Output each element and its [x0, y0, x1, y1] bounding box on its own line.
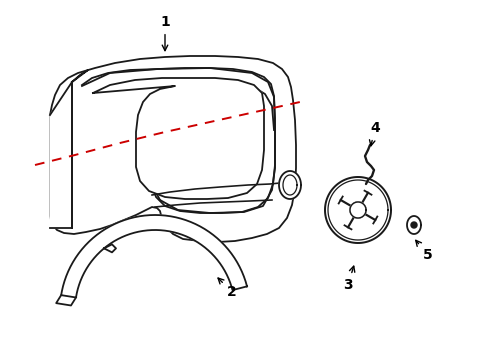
Polygon shape [349, 202, 365, 218]
Polygon shape [406, 216, 420, 234]
Polygon shape [50, 82, 72, 228]
Polygon shape [279, 171, 301, 199]
Polygon shape [410, 222, 416, 228]
Polygon shape [93, 78, 264, 199]
Text: 4: 4 [369, 121, 379, 146]
Text: 1: 1 [160, 15, 169, 51]
Polygon shape [50, 56, 295, 242]
Text: 3: 3 [343, 266, 354, 292]
Polygon shape [325, 177, 390, 243]
Polygon shape [349, 202, 365, 218]
Text: 2: 2 [218, 278, 236, 299]
Polygon shape [61, 215, 246, 297]
Text: 5: 5 [415, 240, 432, 262]
